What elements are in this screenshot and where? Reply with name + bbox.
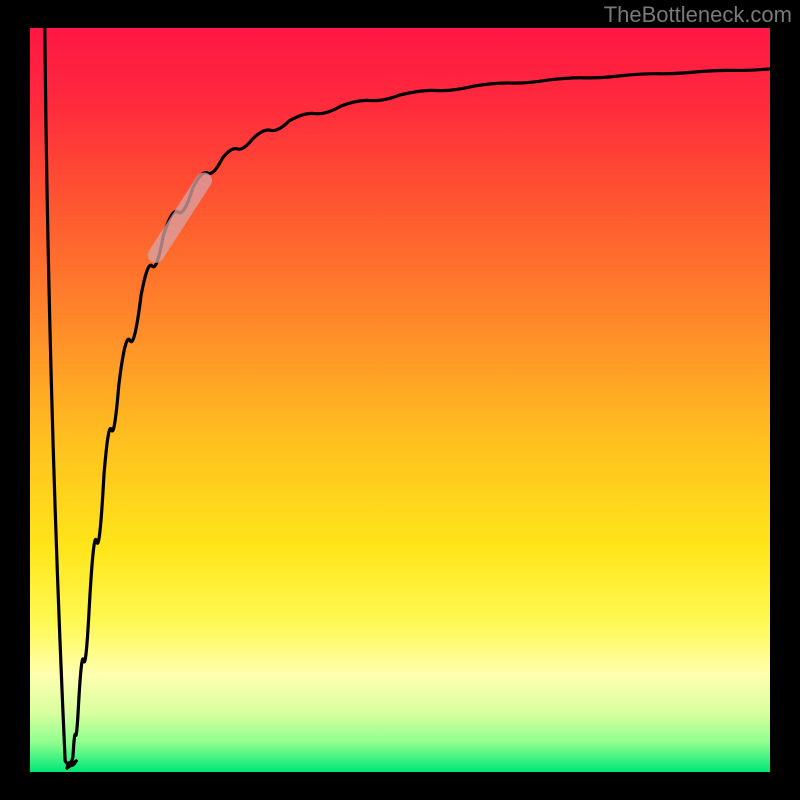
plot-area — [30, 28, 770, 772]
chart-svg — [0, 0, 800, 800]
watermark-label: TheBottleneck.com — [604, 2, 792, 28]
chart-container: TheBottleneck.com — [0, 0, 800, 800]
